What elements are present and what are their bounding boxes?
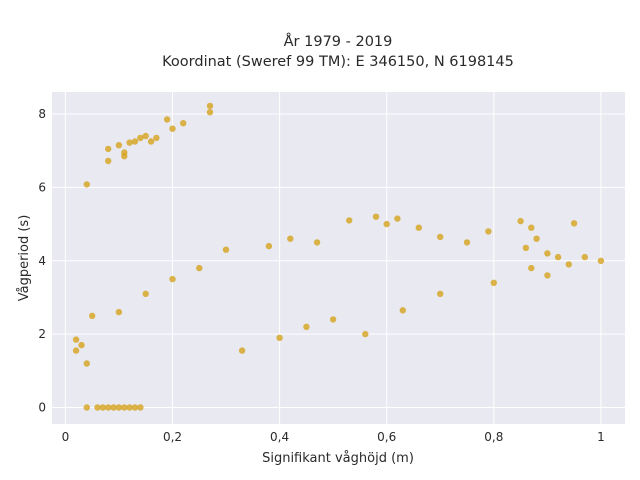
data-point	[517, 217, 524, 225]
grid-lines	[52, 92, 625, 424]
data-point	[115, 142, 123, 149]
data-point	[137, 404, 144, 411]
data-point	[437, 290, 444, 297]
data-points	[72, 102, 605, 411]
y-tick-label: 0	[38, 400, 46, 414]
chart-title: År 1979 - 2019	[284, 33, 393, 50]
data-point	[72, 336, 80, 343]
data-point	[169, 275, 176, 283]
data-point	[72, 347, 80, 354]
x-tick-label: 0,6	[377, 430, 396, 444]
data-point	[565, 261, 572, 268]
data-point	[142, 290, 149, 297]
x-tick-label: 1	[597, 430, 605, 444]
data-point	[544, 272, 551, 279]
data-point	[287, 235, 294, 242]
data-point	[115, 308, 123, 316]
data-point	[99, 404, 107, 411]
data-point	[131, 138, 139, 145]
data-point	[490, 279, 497, 286]
data-point	[313, 239, 321, 246]
data-point	[372, 213, 380, 220]
data-point	[147, 138, 155, 145]
data-point	[121, 404, 128, 411]
x-tick-label: 0	[62, 430, 70, 444]
data-point	[180, 120, 187, 127]
data-point	[265, 242, 273, 250]
data-point	[303, 323, 310, 330]
data-point	[276, 334, 283, 341]
data-point	[105, 404, 112, 411]
data-point	[105, 157, 112, 165]
data-point	[105, 145, 112, 153]
plot-area	[52, 92, 625, 424]
data-point	[206, 102, 214, 110]
data-point	[222, 246, 230, 253]
data-point	[415, 224, 422, 231]
data-point	[121, 153, 128, 160]
data-point	[89, 312, 96, 319]
data-point	[570, 220, 578, 227]
data-point	[142, 132, 149, 140]
data-point	[153, 134, 160, 142]
data-point	[196, 264, 203, 272]
data-point	[544, 250, 551, 257]
data-point	[329, 316, 337, 323]
y-tick-label: 2	[38, 327, 46, 341]
data-point	[131, 404, 139, 411]
data-point	[522, 244, 530, 252]
x-tick-label: 0,4	[270, 430, 289, 444]
data-point	[554, 253, 562, 261]
data-point	[597, 257, 605, 264]
data-point	[581, 253, 588, 261]
data-point	[137, 134, 144, 142]
data-point	[533, 235, 540, 242]
data-point	[485, 228, 492, 235]
data-point	[383, 220, 390, 228]
data-point	[528, 224, 535, 231]
data-point	[110, 404, 117, 411]
data-point	[83, 404, 91, 411]
data-point	[238, 347, 246, 354]
x-axis-title: Signifikant våghöjd (m)	[262, 451, 414, 466]
data-point	[126, 139, 133, 146]
y-tick-label: 8	[38, 107, 46, 121]
data-point	[83, 360, 91, 367]
x-axis-ticks: 0 0,2 0,4 0,6 0,8 1	[62, 430, 605, 444]
data-point	[163, 116, 171, 123]
data-point	[463, 239, 471, 246]
data-point	[399, 307, 406, 314]
data-point	[346, 217, 353, 224]
data-point	[169, 125, 176, 132]
chart-subtitle: Koordinat (Sweref 99 TM): E 346150, N 61…	[162, 54, 514, 70]
x-tick-label: 0,8	[484, 430, 503, 444]
y-tick-label: 4	[38, 254, 46, 268]
data-point	[115, 404, 123, 411]
x-tick-label: 0,2	[163, 430, 182, 444]
data-point	[94, 404, 101, 411]
data-point	[437, 233, 444, 241]
data-point	[206, 109, 214, 116]
y-tick-label: 6	[38, 180, 46, 194]
data-point	[126, 404, 133, 411]
data-point	[394, 215, 401, 222]
data-point	[83, 181, 91, 188]
data-point	[362, 330, 369, 338]
data-point	[528, 264, 535, 272]
y-axis-ticks: 0 2 4 6 8	[38, 107, 46, 414]
data-point	[78, 341, 85, 349]
y-axis-title: Vågperiod (s)	[17, 215, 32, 302]
